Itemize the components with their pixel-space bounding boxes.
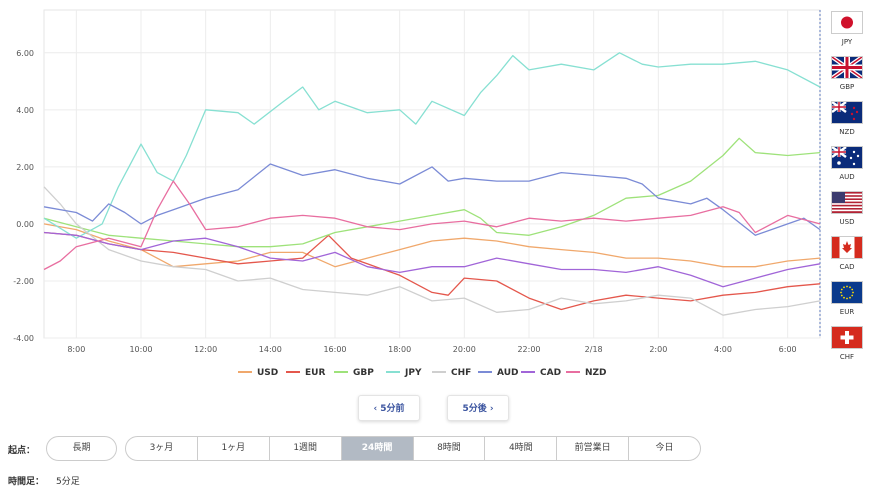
- next-5min-button[interactable]: 5分後 ›: [447, 395, 509, 421]
- chart-series-lines: [43, 52, 821, 316]
- x-tick-label: 16:00: [323, 345, 346, 354]
- flag-label-cad: CAD: [839, 263, 855, 271]
- x-tick-label: 8:00: [67, 345, 85, 354]
- flag-eur[interactable]: EUR: [831, 281, 863, 316]
- period-3-months[interactable]: 3ヶ月: [126, 437, 198, 460]
- legend-swatch: [432, 370, 446, 373]
- flag-label-usd: USD: [839, 218, 855, 226]
- legend-label: CAD: [540, 368, 562, 378]
- series-line-aud: [43, 163, 821, 236]
- canada-flag-icon: [831, 236, 863, 259]
- flag-label-gbp: GBP: [839, 83, 855, 91]
- legend-item-chf[interactable]: CHF: [432, 368, 471, 378]
- japan-flag-icon: [831, 11, 863, 34]
- y-tick-label: 0.00: [16, 220, 34, 229]
- flag-aud[interactable]: AUD: [831, 146, 863, 181]
- legend-swatch: [566, 370, 580, 373]
- flag-cad[interactable]: CAD: [831, 236, 863, 271]
- x-tick-label: 12:00: [194, 345, 217, 354]
- legend-item-aud[interactable]: AUD: [478, 368, 518, 378]
- legend-label: GBP: [353, 368, 374, 378]
- eu-flag-icon: [831, 281, 863, 304]
- y-axis-tick-labels: -4.00 -2.00 0.00 2.00 4.00 6.00: [13, 49, 34, 343]
- series-line-eur: [43, 231, 821, 311]
- legend-swatch: [286, 370, 300, 373]
- legend-label: EUR: [305, 368, 326, 378]
- y-tick-label: -2.00: [13, 277, 34, 286]
- interval-label: 時間足：: [8, 477, 45, 487]
- prev-5min-button[interactable]: ‹ 5分前: [358, 395, 420, 421]
- legend-label: CHF: [451, 368, 472, 378]
- flag-jpy[interactable]: JPY: [831, 11, 863, 46]
- currency-strength-chart: -4.00 -2.00 0.00 2.00 4.00 6.00 8:00 10:00 12:0…: [13, 9, 821, 354]
- legend-item-usd[interactable]: USD: [238, 368, 278, 378]
- legend-swatch: [238, 370, 252, 373]
- flag-label-chf: CHF: [839, 353, 855, 361]
- period-previous-business-day[interactable]: 前営業日: [557, 437, 630, 460]
- y-tick-label: -4.00: [13, 334, 34, 343]
- flag-gbp[interactable]: GBP: [831, 56, 863, 91]
- x-tick-label: 2:00: [649, 345, 667, 354]
- switzerland-flag-icon: [831, 326, 863, 349]
- currency-flag-column: JPY GBP NZD AUD USD CAD EUR CHF: [823, 6, 873, 361]
- x-tick-label: 20:00: [453, 345, 476, 354]
- legend-item-jpy[interactable]: JPY: [386, 368, 421, 378]
- uk-flag-icon: [831, 56, 863, 79]
- period-today[interactable]: 今日: [655, 443, 674, 453]
- series-line-nzd: [43, 180, 821, 271]
- y-tick-label: 6.00: [16, 49, 34, 58]
- period-24-hours[interactable]: 24時間: [341, 437, 414, 460]
- x-tick-label: 14:00: [259, 345, 282, 354]
- legend-item-eur[interactable]: EUR: [286, 368, 325, 378]
- x-tick-label: 22:00: [517, 345, 540, 354]
- series-line-usd: [43, 223, 821, 268]
- usa-flag-icon: [831, 191, 863, 214]
- new-zealand-flag-icon: [831, 101, 863, 124]
- flag-chf[interactable]: CHF: [831, 326, 863, 361]
- australia-flag-icon: [831, 146, 863, 169]
- y-tick-label: 2.00: [16, 163, 34, 172]
- flag-label-nzd: NZD: [839, 128, 855, 136]
- period-1-week[interactable]: 1週間: [270, 437, 342, 460]
- x-tick-label: 18:00: [388, 345, 411, 354]
- legend-swatch: [521, 370, 535, 373]
- period-selector: 3ヶ月 1ヶ月 1週間 24時間 8時間 4時間 前営業日 今日: [125, 436, 701, 461]
- series-line-gbp: [43, 137, 821, 248]
- flag-label-eur: EUR: [839, 308, 855, 316]
- x-tick-label: 4:00: [714, 345, 732, 354]
- flag-nzd[interactable]: NZD: [831, 101, 863, 136]
- x-tick-label: 2/18: [585, 345, 603, 354]
- start-point-label: 起点：: [8, 446, 36, 456]
- series-line-chf: [43, 186, 821, 316]
- legend-item-nzd[interactable]: NZD: [566, 368, 607, 378]
- legend-label: AUD: [497, 368, 519, 378]
- legend-label: USD: [257, 368, 279, 378]
- legend-swatch: [334, 370, 348, 373]
- y-tick-label: 4.00: [16, 106, 34, 115]
- x-axis-tick-labels: 8:00 10:00 12:00 14:00 16:00 18:00 20:00 22:00 2…: [67, 345, 796, 354]
- legend-label: JPY: [405, 368, 422, 378]
- x-tick-label: 6:00: [779, 345, 797, 354]
- x-tick-label: 10:00: [129, 345, 152, 354]
- flag-label-jpy: JPY: [841, 38, 853, 46]
- period-1-month[interactable]: 1ヶ月: [198, 437, 270, 460]
- legend-label: NZD: [585, 368, 607, 378]
- legend-item-gbp[interactable]: GBP: [334, 368, 374, 378]
- flag-usd[interactable]: USD: [831, 191, 863, 226]
- flag-label-aud: AUD: [839, 173, 855, 181]
- interval-value: 5分足: [56, 477, 80, 487]
- legend-item-cad[interactable]: CAD: [521, 368, 561, 378]
- period-8-hours[interactable]: 8時間: [414, 437, 486, 460]
- long-term-button[interactable]: 長期: [46, 436, 117, 461]
- legend-swatch: [478, 370, 492, 373]
- series-line-jpy: [43, 52, 821, 239]
- legend-swatch: [386, 370, 400, 373]
- period-4-hours[interactable]: 4時間: [485, 437, 558, 460]
- series-line-cad: [43, 231, 821, 288]
